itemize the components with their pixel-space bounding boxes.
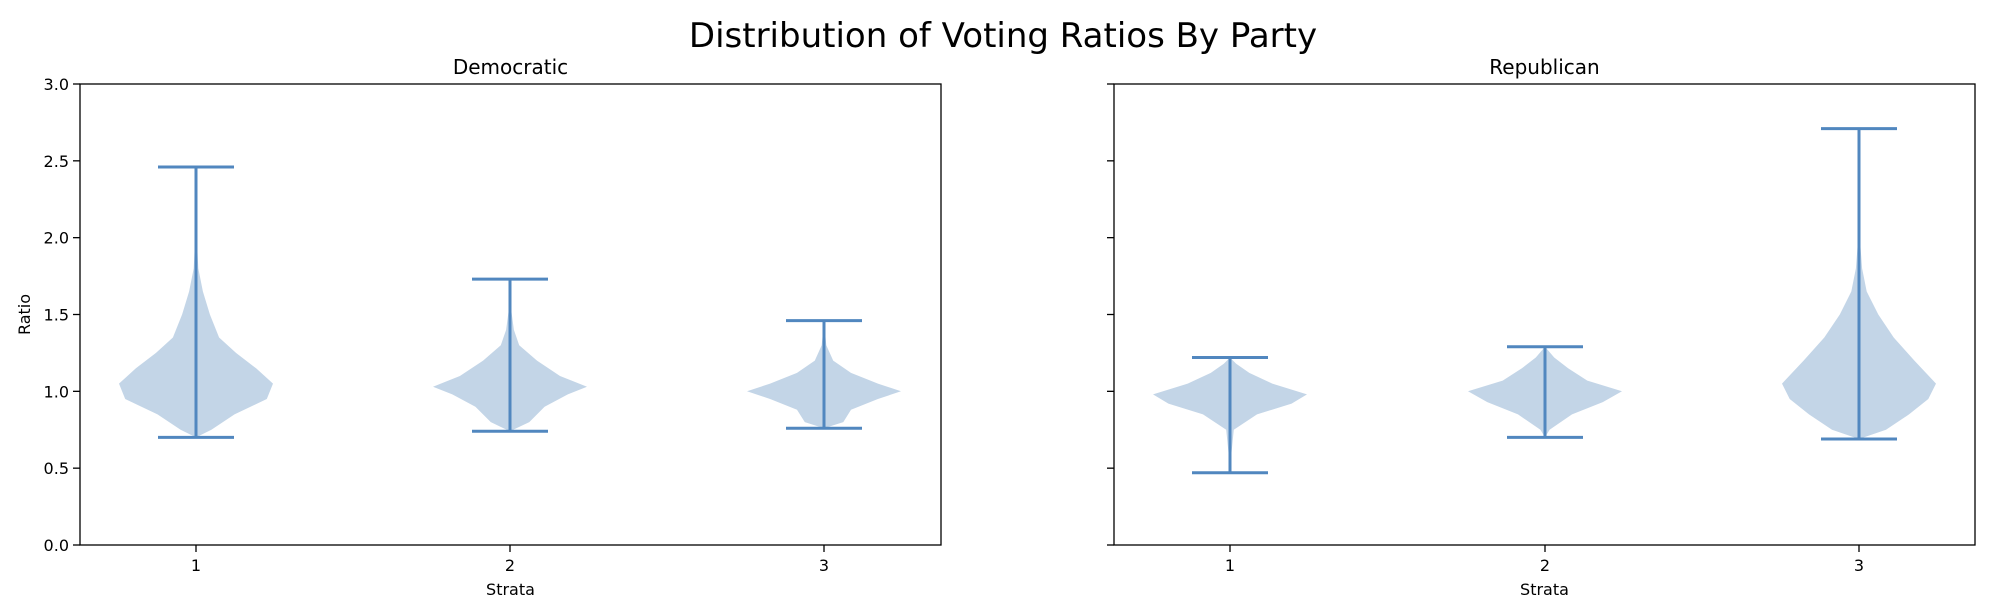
violin-3 (747, 319, 901, 430)
y-tick-label: 0.0 (44, 536, 69, 555)
violin-1 (1153, 356, 1307, 475)
y-tick-label: 2.0 (44, 229, 69, 248)
subplot-title: Democratic (453, 55, 568, 79)
figure-title: Distribution of Voting Ratios By Party (689, 16, 1317, 56)
y-tick-label: 2.5 (44, 152, 69, 171)
violin-3 (1782, 127, 1936, 441)
violin-2 (433, 277, 587, 433)
x-tick-label: 1 (1225, 556, 1235, 575)
x-tick-label: 1 (191, 556, 201, 575)
subplot-1: Democratic 0.0 0.5 1.0 1.5 2.0 2.5 3.0 1 2 3 Strata… (15, 55, 942, 599)
y-tick-label: 1.5 (44, 306, 69, 325)
subplot-title: Republican (1489, 55, 1599, 79)
x-axis-label: Strata (486, 580, 535, 599)
x-tick-label: 3 (819, 556, 829, 575)
x-tick-label: 2 (505, 556, 515, 575)
x-tick-label: 3 (1854, 556, 1864, 575)
subplot-2: Republican 1 2 3 Strata (1107, 55, 1976, 599)
y-tick-label: 1.0 (44, 382, 69, 401)
violin-1 (119, 165, 273, 439)
y-axis-label: Ratio (15, 294, 34, 335)
x-tick-label: 2 (1540, 556, 1550, 575)
y-tick-label: 3.0 (44, 75, 69, 94)
y-tick-label: 0.5 (44, 459, 69, 478)
x-axis-label: Strata (1520, 580, 1569, 599)
subplots: Democratic 0.0 0.5 1.0 1.5 2.0 2.5 3.0 1 2 3 Strata… (15, 55, 1976, 599)
violin-2 (1468, 345, 1622, 439)
